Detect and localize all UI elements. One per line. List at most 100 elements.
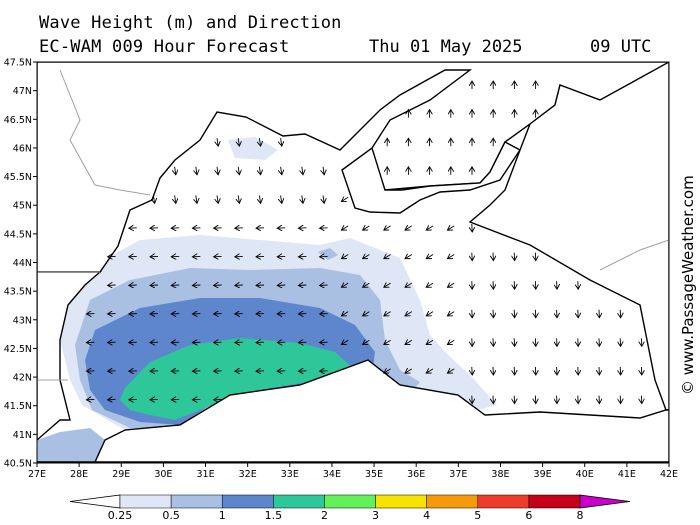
lat-label: 41N [13, 430, 32, 441]
wave-arrow [426, 254, 434, 258]
wave-arrow [341, 340, 349, 344]
colorbar-cell [170, 494, 223, 509]
map-title: Wave Height (m) and Direction [39, 13, 342, 33]
wave-height-colorbar: 0.25 0.5 1 1.5 2 3 4 5 6 8 [69, 494, 631, 522]
wave-arrow [323, 195, 324, 203]
colorbar-cell [528, 494, 581, 509]
wave-arrow [341, 254, 349, 258]
wave-arrow [175, 166, 176, 175]
lon-label: 33E [281, 469, 299, 480]
lat-label: 40.5N [4, 459, 32, 470]
colorbar-label: 0.5 [162, 509, 180, 522]
colorbar-label: 4 [423, 509, 430, 522]
lon-label: 31E [196, 469, 214, 480]
lon-label: 36E [407, 469, 425, 480]
wave-arrow [217, 195, 218, 203]
wave-arrow [426, 226, 434, 230]
lon-label: 35E [365, 469, 383, 480]
colorbar-label: 0.25 [108, 509, 133, 522]
wave-arrow [447, 312, 455, 316]
wave-arrow [281, 138, 282, 146]
lon-label: 40E [576, 469, 594, 480]
colorbar-label: 6 [525, 509, 532, 522]
colorbar-cell [273, 494, 325, 509]
wave-band-patch [318, 248, 338, 260]
wave-arrow [405, 254, 413, 258]
lon-label: 38E [491, 469, 509, 480]
wave-arrow [384, 312, 391, 316]
land-west [37, 271, 102, 441]
lat-label: 42.5N [4, 344, 32, 355]
colorbar-label: 5 [474, 509, 481, 522]
lat-label: 43N [13, 315, 32, 326]
colorbar-min-triangle [69, 494, 121, 509]
colorbar-cell [324, 494, 376, 509]
wave-arrow [426, 369, 434, 373]
wave-arrow [238, 166, 239, 175]
wave-arrow [341, 197, 349, 201]
lat-label: 44N [13, 258, 32, 269]
colorbar-label: 1.5 [265, 509, 283, 522]
lon-label: 42E [660, 469, 678, 480]
lon-label: 39E [534, 469, 552, 480]
colorbar-max-triangle [579, 494, 631, 509]
wave-arrow [281, 195, 282, 203]
lon-label: 28E [70, 469, 88, 480]
wave-band-marmara [37, 428, 105, 462]
wave-direction-arrows [86, 81, 641, 404]
forecast-time: 09 UTC [590, 37, 652, 57]
wave-arrow [405, 369, 413, 373]
lon-label: 37E [449, 469, 467, 480]
country-borders [37, 69, 669, 381]
wave-arrow [447, 369, 455, 373]
wave-arrow [363, 283, 370, 287]
lon-label: 41E [618, 469, 636, 480]
wave-arrow [447, 283, 455, 287]
colorbar-cell [477, 494, 530, 509]
lat-label: 45N [13, 201, 32, 212]
latitude-axis: 47.5N 47N 46.5N 46N 45.5N 45N 44.5N 44N 43.5N 43N… [4, 58, 37, 470]
wave-arrow [384, 283, 391, 287]
wave-arrow [217, 166, 218, 175]
wave-arrow [323, 166, 324, 175]
forecast-date: Thu 01 May 2025 [369, 37, 523, 57]
land-south [37, 359, 669, 463]
map-area [37, 62, 669, 463]
colorbar-cell [375, 494, 427, 509]
wave-arrow [259, 195, 260, 203]
wave-arrow [426, 340, 434, 344]
wave-arrow [238, 195, 239, 203]
lat-label: 47.5N [4, 58, 32, 69]
land-east [468, 62, 669, 411]
wave-arrow [384, 340, 391, 344]
wave-arrow [384, 254, 391, 258]
lat-label: 45.5N [4, 172, 32, 183]
wave-arrow [341, 283, 349, 287]
colorbar-cell [221, 494, 274, 509]
lat-label: 42N [13, 373, 32, 384]
longitude-axis: 27E 28E 29E 30E 31E 32E 33E 34E 35E 36E 37E 38E 39E 4… [28, 463, 678, 480]
wave-arrow [196, 166, 197, 175]
forecast-subtitle: EC-WAM 009 Hour Forecast [39, 37, 290, 57]
wave-arrow [281, 166, 282, 175]
lon-label: 30E [154, 469, 172, 480]
wave-arrow [384, 369, 391, 373]
lat-label: 46.5N [4, 115, 32, 126]
lat-label: 44.5N [4, 229, 32, 240]
wave-arrow [363, 340, 370, 344]
wave-arrow [175, 195, 176, 203]
wave-arrow [447, 254, 455, 258]
wave-arrow [447, 226, 455, 230]
wave-arrow [259, 166, 260, 175]
wave-arrow [405, 340, 413, 344]
wave-arrow [238, 138, 239, 146]
colorbar-cell [426, 494, 479, 509]
copyright-credit: © www.PassageWeather.com [679, 175, 697, 395]
wave-arrow [196, 195, 197, 203]
wave-arrow [363, 226, 370, 230]
wave-arrow [426, 312, 434, 316]
wave-arrow [405, 312, 413, 316]
wave-arrow [341, 226, 349, 230]
colorbar-label: 2 [321, 509, 328, 522]
colorbar-label: 1 [219, 509, 226, 522]
